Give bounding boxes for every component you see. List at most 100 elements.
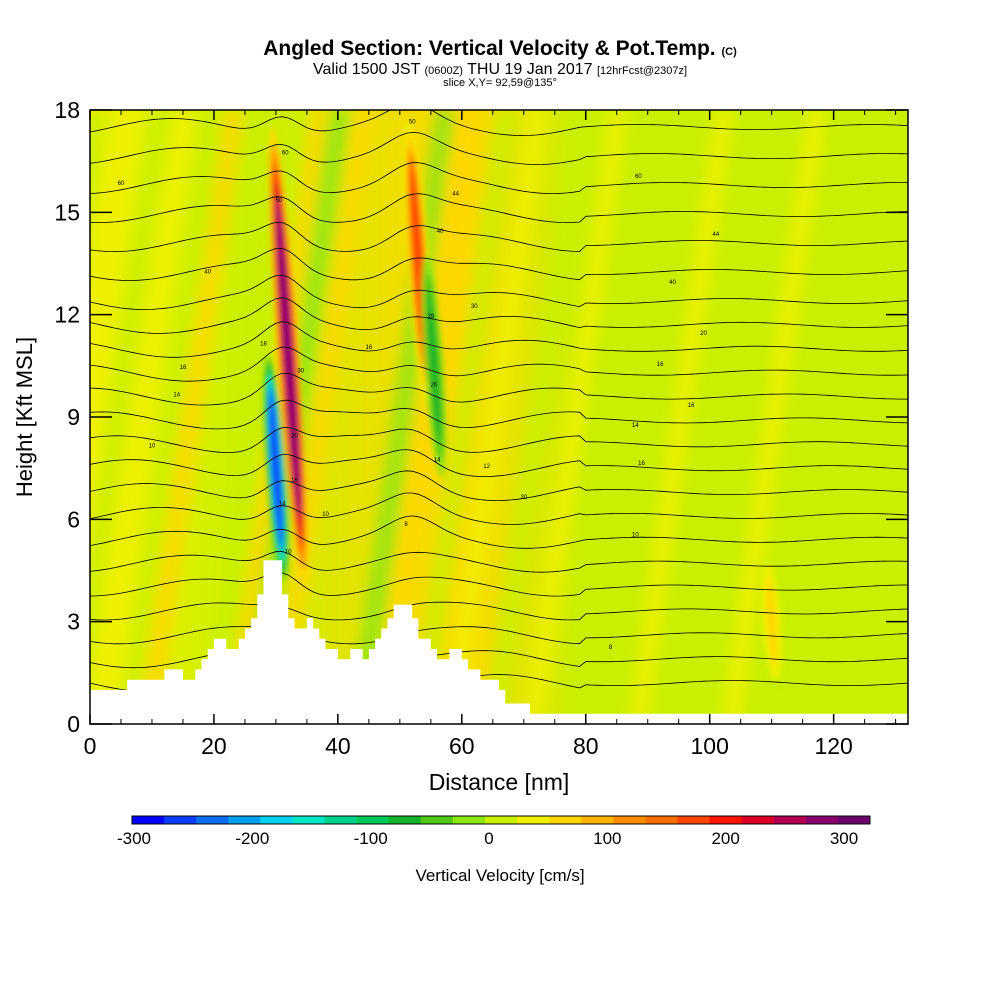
chart-slice-info: slice X,Y= 92,59@135° xyxy=(443,77,557,89)
colorbar-swatch xyxy=(196,816,229,824)
colorbar-swatch xyxy=(452,816,486,824)
isentrope-line xyxy=(90,248,908,281)
isentrope-line xyxy=(90,373,908,406)
velocity-cell-updraft xyxy=(766,577,778,666)
colorbar-tick-label: 0 xyxy=(484,829,493,848)
colorbar-label: Vertical Velocity [cm/s] xyxy=(415,866,584,885)
contour-label: 16 xyxy=(291,478,298,484)
contour-label: 16 xyxy=(657,362,664,368)
isentrope-line xyxy=(90,551,908,573)
isentrope-line xyxy=(90,625,908,645)
contour-label: 44 xyxy=(713,232,720,238)
contour-labels: 60 40 10 16 14 18 60 50 30 20 16 14 10 10 16 50 44 40 30 28… xyxy=(118,120,720,651)
colorbar-swatch xyxy=(773,816,807,824)
y-tick-label: 18 xyxy=(54,97,80,123)
contour-label: 28 xyxy=(427,314,434,320)
colorbar-tick-label: 300 xyxy=(830,829,858,848)
colorbar-swatch xyxy=(228,816,261,824)
isentrope-line xyxy=(90,221,908,253)
velocity-cell-updraft xyxy=(276,196,301,518)
contour-label: 60 xyxy=(118,181,125,187)
contour-label: 50 xyxy=(409,120,416,126)
contour-label: 40 xyxy=(437,229,444,235)
colorbar-swatch xyxy=(645,816,678,824)
colorbar-swatch xyxy=(805,816,839,824)
colorbar-swatch xyxy=(420,816,454,824)
field-band xyxy=(90,110,141,724)
isentrope-line xyxy=(90,162,908,194)
colorbar-swatch xyxy=(549,816,582,824)
contour-label: 14 xyxy=(279,502,286,508)
isentrope-line xyxy=(90,321,908,358)
colorbar-swatch xyxy=(484,816,518,824)
contour-label: 14 xyxy=(434,457,441,463)
isentrope-line xyxy=(90,426,908,453)
isentrope-line xyxy=(90,274,908,310)
contour-label: 30 xyxy=(520,495,527,501)
contour-label: 8 xyxy=(404,522,408,528)
contour-label: 14 xyxy=(632,423,639,429)
isentrope-line xyxy=(90,110,908,137)
y-tick-label: 9 xyxy=(67,404,80,430)
x-tick-label: 80 xyxy=(573,733,599,759)
field-band xyxy=(484,110,593,724)
isentrope-line xyxy=(90,346,908,382)
contour-label: 40 xyxy=(204,270,211,276)
contour-label: 16 xyxy=(688,403,695,409)
field-band xyxy=(564,110,674,724)
colorbar-swatch xyxy=(164,816,197,824)
chart-valid-time: Valid 1500 JST (0600Z) THU 19 Jan 2017 [… xyxy=(312,61,688,78)
contour-label: 8 xyxy=(609,645,613,651)
colorbar-swatch xyxy=(837,816,871,824)
isentrope-line xyxy=(90,601,908,621)
contour-label: 20 xyxy=(431,382,438,388)
isentrope-line xyxy=(90,193,908,224)
contour-label: 10 xyxy=(632,532,639,538)
colorbar-swatch xyxy=(709,816,743,824)
isentrope-line xyxy=(90,399,908,430)
x-tick-label: 40 xyxy=(325,733,351,759)
contour-label: 20 xyxy=(700,331,707,337)
colorbar-swatch xyxy=(581,816,614,824)
vertical-velocity-features xyxy=(263,121,784,685)
contour-label: 44 xyxy=(452,191,459,197)
isentrope-line xyxy=(90,76,908,107)
contour-label: 10 xyxy=(285,549,292,555)
x-tick-label: 60 xyxy=(449,733,475,759)
contour-label: 40 xyxy=(669,280,676,286)
contour-label: 10 xyxy=(149,444,156,450)
field-band xyxy=(757,110,866,724)
isentrope-line xyxy=(90,492,908,525)
contour-label: 20 xyxy=(291,433,298,439)
contour-label: 60 xyxy=(635,174,642,180)
colorbar-swatch xyxy=(356,816,390,824)
isentrope-line xyxy=(90,297,908,334)
field-band xyxy=(441,110,550,724)
velocity-cell-downdraft xyxy=(269,390,283,546)
colorbar-tick-label: -100 xyxy=(354,829,388,848)
colorbar-swatch xyxy=(132,816,165,824)
contour-label: 60 xyxy=(282,150,289,156)
colorbar-swatch xyxy=(260,816,293,824)
contour-label: 16 xyxy=(366,345,373,351)
y-tick-label: 3 xyxy=(67,609,80,635)
colorbar-tick-label: 100 xyxy=(593,829,621,848)
contour-label: 12 xyxy=(483,464,490,470)
contour-label: 50 xyxy=(276,198,283,204)
x-tick-label: 100 xyxy=(691,733,729,759)
x-tick-label: 0 xyxy=(84,733,97,759)
colorbar-tick-label: 200 xyxy=(711,829,739,848)
isentrope-line xyxy=(90,470,908,501)
terrain xyxy=(90,560,908,724)
field-band xyxy=(372,110,482,724)
y-tick-label: 12 xyxy=(54,302,80,328)
x-tick-label: 120 xyxy=(814,733,852,759)
terrain-group xyxy=(90,560,908,724)
colorbar-frame xyxy=(131,815,871,825)
contour-label: 18 xyxy=(260,341,267,347)
colorbar-tick-label: -200 xyxy=(235,829,269,848)
isentrope-line xyxy=(90,131,908,166)
field-band xyxy=(118,110,228,724)
field-band xyxy=(267,110,376,724)
colorbar-swatch xyxy=(324,816,358,824)
